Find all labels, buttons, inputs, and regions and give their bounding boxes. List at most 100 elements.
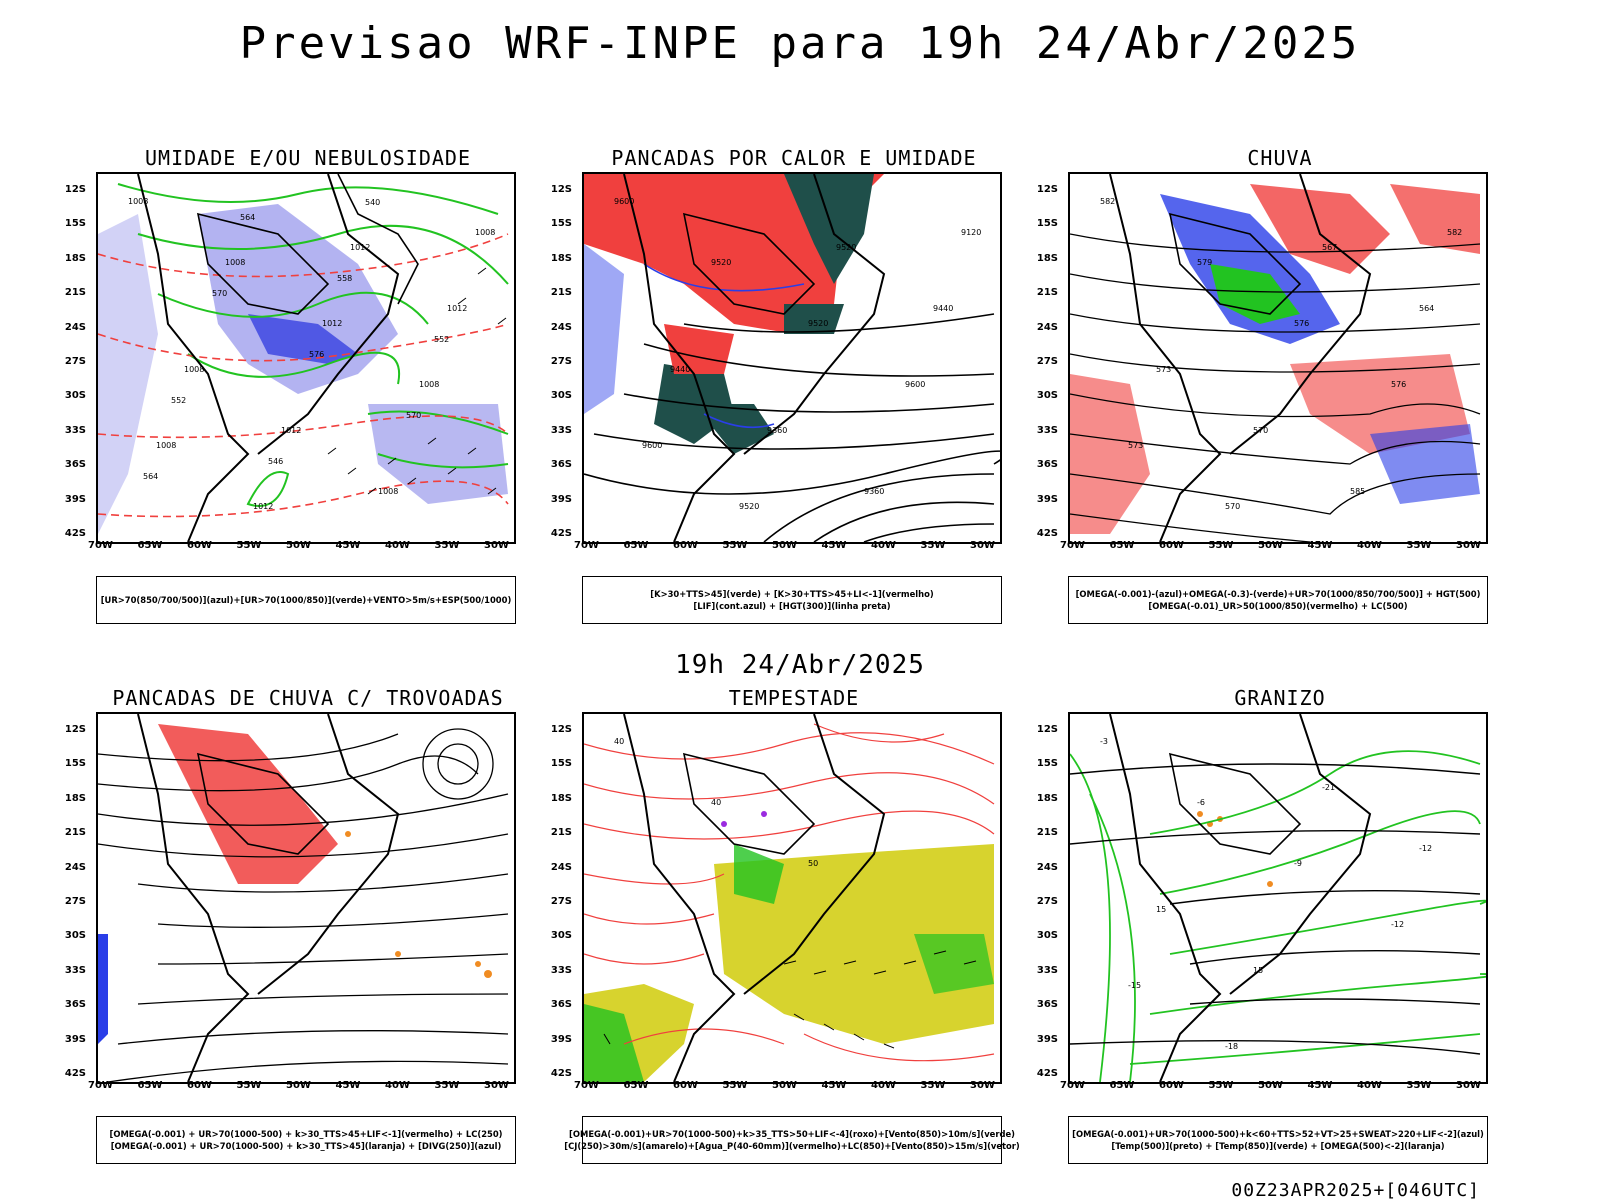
contour-label: -9 xyxy=(1294,859,1302,868)
legend-line: [LIF](cont.azul) + [HGT(300)](linha pret… xyxy=(693,601,891,611)
lat-label: 12S xyxy=(64,184,86,195)
contour-label: 1012 xyxy=(350,243,370,252)
contour-label: 15 xyxy=(1156,905,1166,914)
lat-label: 39S xyxy=(1036,493,1058,505)
lon-label: 60W xyxy=(1159,1080,1184,1091)
lat-label: 39S xyxy=(1036,1033,1058,1045)
lon-axis: 70W 65W 60W 55W 50W 45W 40W 35W 30W xyxy=(88,1080,524,1100)
lat-label: 33S xyxy=(64,424,86,436)
contour-label: 9120 xyxy=(961,228,981,237)
lon-label: 40W xyxy=(871,540,896,551)
lat-label: 39S xyxy=(64,493,86,505)
lon-label: 60W xyxy=(187,1080,212,1091)
lat-label: 39S xyxy=(550,493,572,505)
lon-label: 40W xyxy=(1357,540,1382,551)
lat-label: 36S xyxy=(1036,999,1058,1011)
panel-title: GRANIZO xyxy=(1234,686,1326,710)
panel-chuva: CHUVA 582 579 576 576 573 570 567 564 573 570 585 5… xyxy=(1016,146,1516,626)
lat-label: 15S xyxy=(1036,218,1058,230)
lat-label: 18S xyxy=(550,252,572,264)
lon-label: 55W xyxy=(722,540,748,551)
lat-label: 18S xyxy=(550,792,572,804)
panel-title: TEMPESTADE xyxy=(728,686,860,710)
lat-label: 30S xyxy=(550,930,572,942)
contour-label: 576 xyxy=(1294,319,1309,328)
lat-label: 33S xyxy=(64,964,86,976)
lat-label: 21S xyxy=(550,827,572,839)
lat-label: 12S xyxy=(550,724,572,735)
contour-label: 9360 xyxy=(864,487,884,496)
lon-label: 60W xyxy=(187,540,212,551)
map-layer: 9600 9520 9520 9600 9600 9520 9520 9440 9440 9360… xyxy=(584,174,1000,542)
legend-line: [K>30+TTS>45](verde) + [K>30+TTS>45+LI<-… xyxy=(650,589,934,599)
lat-label: 27S xyxy=(64,356,86,367)
lon-label: 65W xyxy=(623,1080,649,1091)
lat-label: 15S xyxy=(550,758,572,770)
panel-umidade: UMIDADE E/OU NEBULOSIDADE xyxy=(44,146,544,626)
lat-label: 30S xyxy=(1036,390,1058,402)
lat-label: 15S xyxy=(64,758,86,770)
lon-label: 65W xyxy=(137,1080,163,1091)
contour-label: 570 xyxy=(1225,502,1240,511)
legend-line: [OMEGA(-0.001)+UR>70(1000-500)+k<60+TTS>… xyxy=(1072,1129,1484,1139)
contour-label: -12 xyxy=(1419,844,1432,853)
contour-label: -15 xyxy=(1128,981,1141,990)
map-layer: 40 40 50 xyxy=(584,714,995,1082)
lat-label: 39S xyxy=(64,1033,86,1045)
map-layer xyxy=(98,714,509,1082)
contour-label: -12 xyxy=(1391,920,1404,929)
lat-label: 27S xyxy=(550,356,572,367)
contour-label: 582 xyxy=(1100,197,1115,206)
contour-label: 9600 xyxy=(905,380,925,389)
lat-label: 18S xyxy=(1036,792,1058,804)
lon-axis: 70W 65W 60W 55W 50W 45W 40W 35W 30W xyxy=(574,1080,1010,1100)
panel-tempestade: TEMPESTADE 40 40 50 xyxy=(530,686,1030,1166)
lon-label: 50W xyxy=(1258,540,1283,551)
lon-label: 70W xyxy=(88,1080,113,1091)
lon-label: 30W xyxy=(970,540,995,551)
contour-label: 9360 xyxy=(767,426,787,435)
lon-label: 30W xyxy=(970,1080,995,1091)
lon-label: 50W xyxy=(772,540,797,551)
contour-label: 15 xyxy=(1253,966,1263,975)
contour-label: 1008 xyxy=(184,365,204,374)
lon-label: 45W xyxy=(821,1080,847,1091)
contour-label: 9600 xyxy=(614,197,634,206)
contour-label: 1012 xyxy=(281,426,301,435)
lon-label: 35W xyxy=(920,1080,946,1091)
lat-label: 24S xyxy=(64,861,86,873)
contour-label: 552 xyxy=(434,335,449,344)
lon-label: 55W xyxy=(1208,1080,1234,1091)
contour-label: 570 xyxy=(1253,426,1268,435)
lon-label: 30W xyxy=(484,1080,509,1091)
legend-line: [OMEGA(-0.001)+UR>70(1000-500)+k>35_TTS>… xyxy=(569,1129,1015,1139)
contour-labels: 1008 1008 1012 1008 1008 1012 1012 1012 1008 1012… xyxy=(128,197,495,511)
contour-label: 573 xyxy=(1156,365,1171,374)
lon-label: 65W xyxy=(1109,1080,1135,1091)
contour-label: 9520 xyxy=(808,319,828,328)
lon-label: 40W xyxy=(871,1080,896,1091)
contour-label: 564 xyxy=(240,213,255,222)
lat-label: 15S xyxy=(1036,758,1058,770)
lat-label: 24S xyxy=(1036,321,1058,333)
contour-label: 1008 xyxy=(225,258,245,267)
lat-label: 42S xyxy=(1036,528,1058,539)
lon-label: 50W xyxy=(286,540,311,551)
lon-label: 30W xyxy=(484,540,509,551)
lon-label: 40W xyxy=(385,540,410,551)
contour-label: 9440 xyxy=(933,304,953,313)
lon-label: 50W xyxy=(286,1080,311,1091)
lat-label: 21S xyxy=(1036,287,1058,299)
contour-label: 1008 xyxy=(156,441,176,450)
lat-label: 24S xyxy=(1036,861,1058,873)
lat-label: 42S xyxy=(64,1068,86,1079)
lon-label: 50W xyxy=(772,1080,797,1091)
lat-label: 21S xyxy=(1036,827,1058,839)
legend-box: [OMEGA(-0.001)-(azul)+OMEGA(-0.3)-(verde… xyxy=(1068,576,1488,624)
contour-label: -6 xyxy=(1197,798,1205,807)
contour-label: 576 xyxy=(309,350,324,359)
lon-label: 30W xyxy=(1456,540,1481,551)
legend-box: [UR>70(850/700/500)](azul)+[UR>70(1000/8… xyxy=(96,576,516,624)
lon-axis: 70W 65W 60W 55W 50W 45W 40W 35W 30W xyxy=(1060,540,1496,560)
lon-label: 55W xyxy=(722,1080,748,1091)
